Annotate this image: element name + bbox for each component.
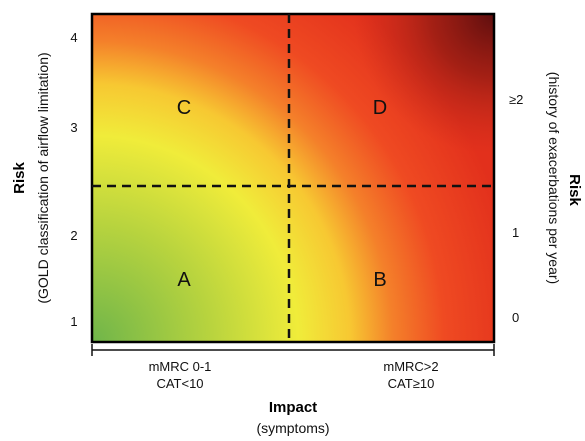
bottom-category-2-line1: mMRC>2 bbox=[383, 359, 438, 374]
quadrant-label-d: D bbox=[373, 97, 387, 119]
right-tick-0: 0 bbox=[512, 310, 519, 325]
left-tick-1: 1 bbox=[70, 314, 77, 329]
left-axis-title: Risk bbox=[11, 162, 28, 194]
left-axis-subtitle: (GOLD classification of airflow limitati… bbox=[35, 52, 51, 303]
bottom-category-2-line2: CAT≥10 bbox=[388, 376, 435, 391]
right-axis-subtitle: (history of exacerbations per year) bbox=[546, 72, 562, 284]
plot-background bbox=[92, 14, 494, 342]
right-axis-title: Risk bbox=[566, 174, 583, 206]
plot-border bbox=[90, 12, 496, 344]
bottom-category-1-line1: mMRC 0-1 bbox=[149, 359, 212, 374]
bottom-axis-subtitle: (symptoms) bbox=[256, 420, 329, 436]
bottom-category-1-line2: CAT<10 bbox=[156, 376, 203, 391]
left-tick-4: 4 bbox=[70, 30, 77, 45]
left-tick-2: 2 bbox=[70, 228, 77, 243]
quadrant-label-a: A bbox=[177, 269, 191, 291]
bottom-axis-title: Impact bbox=[269, 399, 317, 416]
quadrant-label-b: B bbox=[373, 269, 386, 291]
left-tick-3: 3 bbox=[70, 120, 77, 135]
right-tick-1: 1 bbox=[512, 225, 519, 240]
quadrant-label-c: C bbox=[177, 97, 191, 119]
right-tick-ge2: ≥2 bbox=[509, 92, 523, 107]
